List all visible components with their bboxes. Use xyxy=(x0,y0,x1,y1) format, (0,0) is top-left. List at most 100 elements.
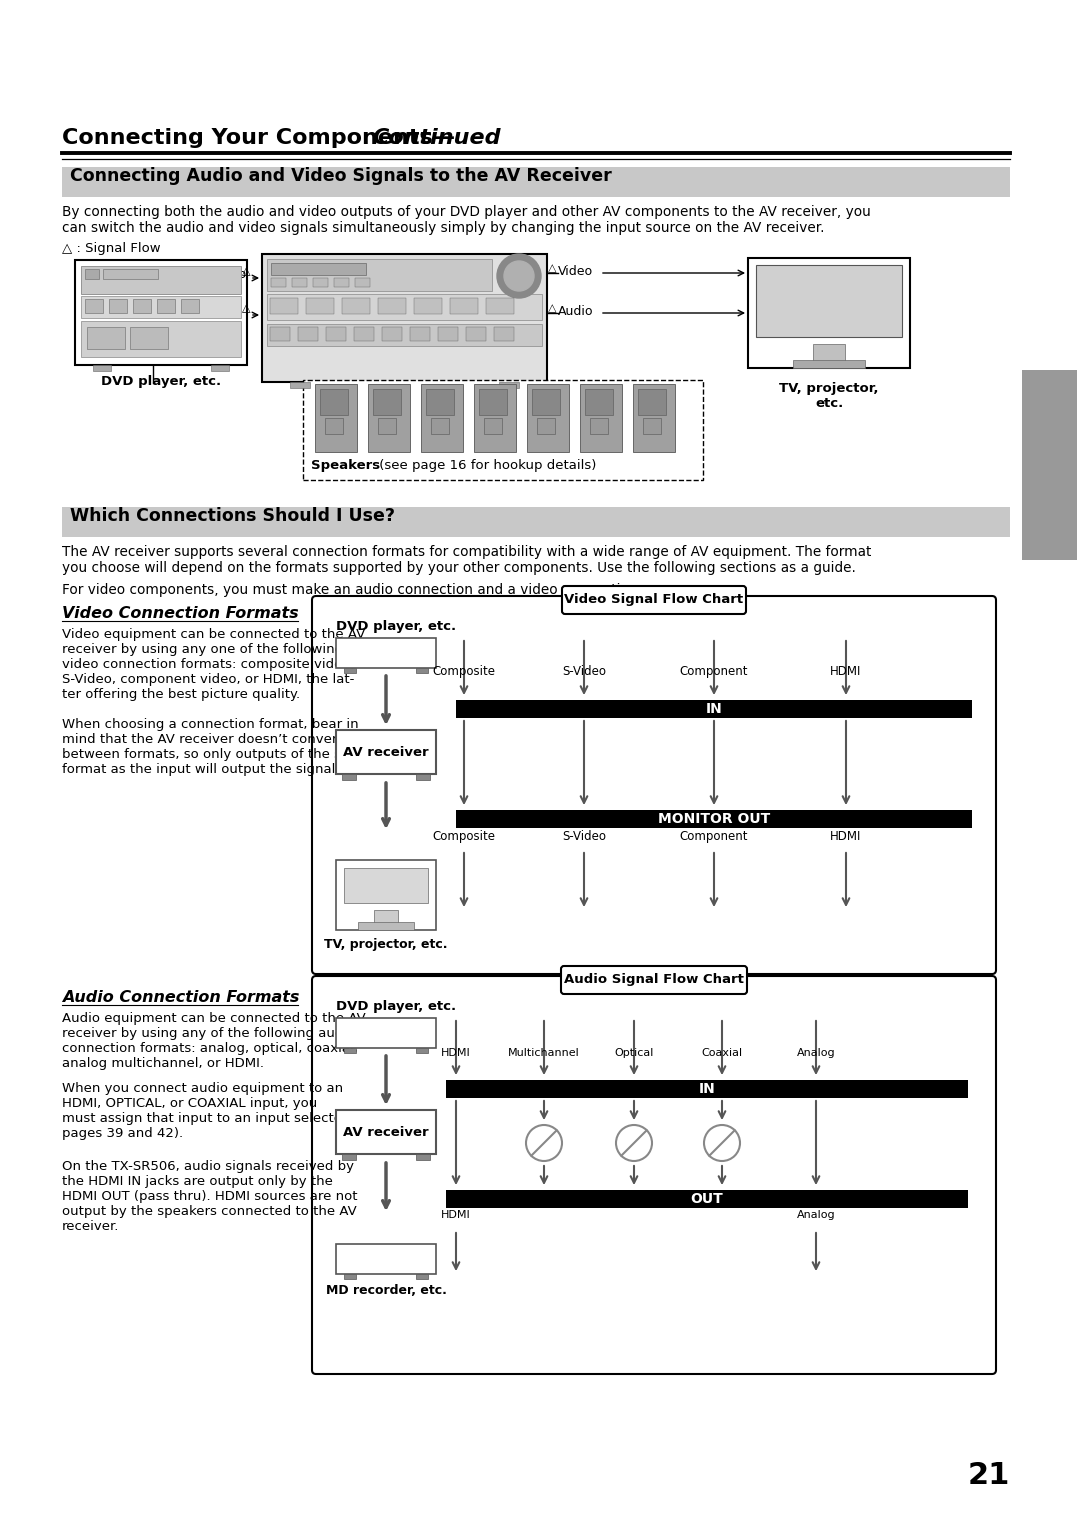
Text: Component: Component xyxy=(679,830,748,843)
Bar xyxy=(103,269,158,280)
Bar xyxy=(643,419,661,434)
Bar xyxy=(109,299,127,313)
Bar xyxy=(133,299,151,313)
Bar xyxy=(271,263,366,275)
Text: Analog: Analog xyxy=(797,1210,835,1219)
Text: MONITOR OUT: MONITOR OUT xyxy=(658,811,770,827)
Text: DVD player, etc.: DVD player, etc. xyxy=(336,999,456,1013)
Text: (see page 16 for hookup details): (see page 16 for hookup details) xyxy=(375,458,596,472)
Bar xyxy=(342,1154,356,1160)
Text: Connecting Your Components—: Connecting Your Components— xyxy=(62,128,455,148)
Text: AV receiver: AV receiver xyxy=(343,1126,429,1138)
Text: Audio: Audio xyxy=(558,306,594,318)
Bar xyxy=(267,293,542,319)
Bar xyxy=(354,327,374,341)
Bar xyxy=(157,299,175,313)
Bar xyxy=(456,700,972,718)
Text: S-Video: S-Video xyxy=(562,830,606,843)
Bar xyxy=(303,380,703,480)
Bar xyxy=(382,327,402,341)
Text: can switch the audio and video signals simultaneously simply by changing the inp: can switch the audio and video signals s… xyxy=(62,222,824,235)
Bar xyxy=(373,390,401,416)
Bar xyxy=(499,382,519,388)
FancyBboxPatch shape xyxy=(312,596,996,973)
Bar xyxy=(345,868,428,903)
Bar xyxy=(355,278,370,287)
Text: Connecting Audio and Video Signals to the AV Receiver: Connecting Audio and Video Signals to th… xyxy=(70,167,611,185)
FancyBboxPatch shape xyxy=(562,587,746,614)
Bar xyxy=(81,296,241,318)
Bar xyxy=(414,298,442,313)
Text: Analog: Analog xyxy=(797,1048,835,1057)
Text: Video equipment can be connected to the AV
receiver by using any one of the foll: Video equipment can be connected to the … xyxy=(62,628,365,701)
Circle shape xyxy=(497,254,541,298)
Text: Component: Component xyxy=(679,665,748,678)
Bar xyxy=(267,260,492,290)
Bar xyxy=(298,327,318,341)
Bar xyxy=(211,365,229,371)
Text: HDMI: HDMI xyxy=(831,665,862,678)
Bar xyxy=(181,299,199,313)
Bar xyxy=(527,384,569,452)
Text: AV receiver: AV receiver xyxy=(343,746,429,758)
FancyBboxPatch shape xyxy=(312,976,996,1374)
Text: Composite: Composite xyxy=(432,830,496,843)
Text: Video: Video xyxy=(558,264,593,278)
Text: Which Connections Should I Use?: Which Connections Should I Use? xyxy=(70,507,395,526)
Text: △: △ xyxy=(548,303,556,313)
Text: Video: Video xyxy=(212,267,247,281)
Bar xyxy=(416,1154,430,1160)
Text: Speakers: Speakers xyxy=(311,458,380,472)
Text: HDMI: HDMI xyxy=(831,830,862,843)
Text: Audio: Audio xyxy=(207,306,243,318)
Bar xyxy=(748,258,910,368)
Bar xyxy=(130,327,168,348)
Text: DVD player, etc.: DVD player, etc. xyxy=(100,374,221,388)
Bar xyxy=(342,775,356,779)
Text: IN: IN xyxy=(699,1082,715,1096)
Bar xyxy=(813,344,845,362)
Bar xyxy=(410,327,430,341)
Bar xyxy=(486,298,514,313)
Bar xyxy=(756,264,902,338)
Bar xyxy=(580,384,622,452)
Bar xyxy=(93,365,111,371)
Bar xyxy=(494,327,514,341)
Bar xyxy=(378,298,406,313)
Bar xyxy=(315,384,357,452)
Bar xyxy=(638,390,666,416)
Text: △: △ xyxy=(242,266,251,277)
Bar xyxy=(633,384,675,452)
Text: OUT: OUT xyxy=(690,1192,724,1206)
Bar xyxy=(537,419,555,434)
Bar xyxy=(262,254,546,382)
Bar xyxy=(336,1244,436,1274)
Bar xyxy=(336,730,436,775)
Text: Audio Connection Formats: Audio Connection Formats xyxy=(62,990,299,1005)
Bar xyxy=(416,1274,428,1279)
Bar xyxy=(421,384,463,452)
Text: For video components, you must make an audio connection and a video connection.: For video components, you must make an a… xyxy=(62,584,642,597)
Bar xyxy=(416,1048,428,1053)
Bar xyxy=(342,298,370,313)
Bar xyxy=(62,507,1010,536)
Text: Multichannel: Multichannel xyxy=(508,1048,580,1057)
Bar xyxy=(270,327,291,341)
Bar xyxy=(585,390,613,416)
Bar xyxy=(313,278,328,287)
Bar xyxy=(292,278,307,287)
Circle shape xyxy=(704,1125,740,1161)
Text: you choose will depend on the formats supported by your other components. Use th: you choose will depend on the formats su… xyxy=(62,561,855,575)
Bar xyxy=(267,324,542,345)
Bar xyxy=(474,384,516,452)
Bar xyxy=(484,419,502,434)
Text: HDMI: HDMI xyxy=(441,1048,471,1057)
Bar xyxy=(75,260,247,365)
Bar xyxy=(326,327,346,341)
Bar xyxy=(416,668,428,672)
Bar xyxy=(450,298,478,313)
Text: S-Video: S-Video xyxy=(562,665,606,678)
Bar xyxy=(336,1018,436,1048)
Bar xyxy=(306,298,334,313)
Bar xyxy=(85,299,103,313)
